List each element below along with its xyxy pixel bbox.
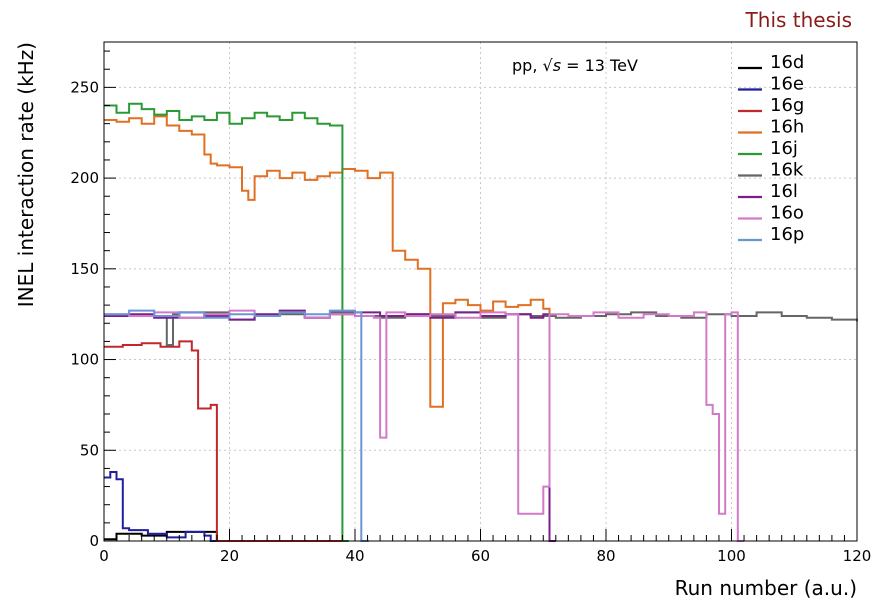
legend-label-16j: 16j	[770, 138, 798, 159]
legend-label-16h: 16h	[770, 117, 804, 138]
series-16g-line	[104, 340, 349, 542]
x-tick-label: 0	[99, 547, 109, 565]
y-tick-label: 150	[70, 260, 99, 278]
series-layer	[104, 102, 858, 542]
y-axis-title: INEL interaction rate (kHz)	[14, 42, 38, 307]
x-tick-label: 20	[220, 547, 239, 565]
y-tick-label: 50	[80, 441, 99, 459]
series-16o-line	[104, 309, 744, 542]
legend-label-16g: 16g	[770, 95, 804, 116]
grid	[104, 42, 857, 541]
x-tick-label: 100	[717, 547, 746, 565]
y-tick-label: 0	[89, 532, 99, 550]
legend-label-16p: 16p	[770, 224, 804, 245]
legend-label-16d: 16d	[770, 52, 804, 73]
sqrt-symbol: √	[542, 56, 553, 75]
annotation-s: s	[553, 56, 561, 75]
legend-label-16l: 16l	[770, 181, 798, 202]
y-tick-label: 250	[70, 78, 99, 96]
series-16h-line	[104, 115, 556, 542]
series-16e-line	[104, 471, 219, 542]
annotation-prefix: pp,	[512, 56, 542, 75]
y-tick-label: 100	[70, 351, 99, 369]
x-tick-label: 60	[471, 547, 490, 565]
y-tick-label: 200	[70, 169, 99, 187]
ticks: 0 20 40 60 80 100 120 0 50 100 150 200 250	[70, 50, 872, 565]
series-16p-line	[104, 309, 369, 542]
x-tick-label: 40	[345, 547, 364, 565]
x-axis-title: Run number (a.u.)	[675, 576, 857, 600]
legend-label-16k: 16k	[770, 160, 804, 181]
banner-text: This thesis	[745, 8, 852, 32]
legend-label-16e: 16e	[770, 74, 804, 95]
x-tick-label: 120	[843, 547, 872, 565]
legend-label-16o: 16o	[770, 203, 804, 224]
energy-annotation: pp, √s = 13 TeV	[512, 56, 638, 75]
series-16j-line	[104, 102, 349, 542]
x-tick-label: 80	[596, 547, 615, 565]
annotation-suffix: = 13 TeV	[561, 56, 638, 75]
